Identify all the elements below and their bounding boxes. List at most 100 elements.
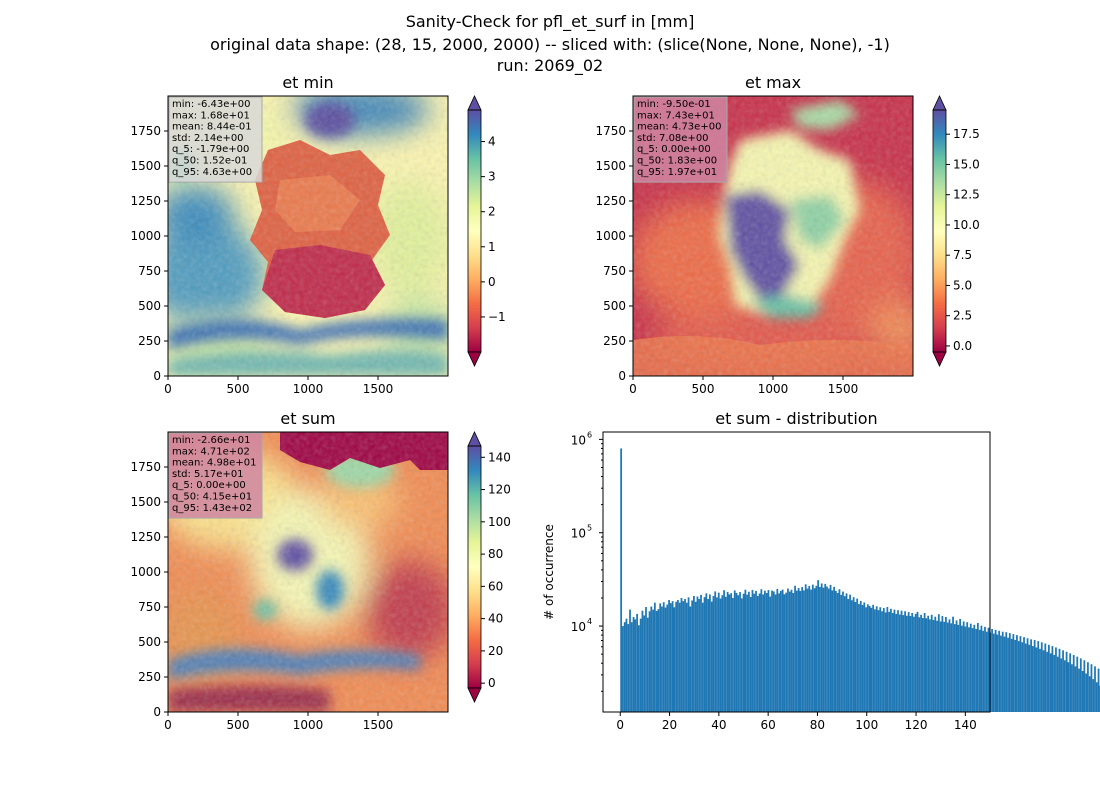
histogram-bar bbox=[668, 600, 670, 712]
histogram-bar bbox=[971, 628, 974, 712]
colorbar-tick-label: 20 bbox=[488, 644, 503, 658]
x-tick-label: 500 bbox=[227, 382, 250, 396]
histogram-bar bbox=[900, 610, 903, 712]
histogram-bar bbox=[739, 592, 741, 712]
histogram-bar bbox=[781, 589, 784, 712]
histogram-bar bbox=[891, 613, 894, 712]
x-tick-label: 500 bbox=[227, 718, 250, 732]
histogram-bar bbox=[783, 594, 786, 712]
histogram-bar bbox=[968, 627, 970, 712]
x-tick-label: 0 bbox=[616, 718, 624, 732]
histogram-bar bbox=[817, 580, 820, 712]
histogram-bar bbox=[622, 626, 624, 712]
y-tick-label: 500 bbox=[138, 635, 161, 649]
stats-line: q_5: -1.79e+00 bbox=[172, 144, 249, 155]
histogram-bar bbox=[682, 601, 685, 712]
histogram-bar bbox=[1039, 648, 1041, 712]
histogram-bar bbox=[923, 613, 926, 712]
histogram-frame bbox=[602, 431, 991, 713]
histogram-bar bbox=[932, 620, 935, 712]
histogram-bar bbox=[964, 626, 967, 712]
histogram-bar bbox=[865, 607, 867, 712]
histogram-bar bbox=[811, 584, 814, 712]
histogram-bar bbox=[1001, 631, 1004, 712]
stats-line: std: 2.14e+00 bbox=[172, 133, 244, 144]
histogram-bar bbox=[662, 602, 665, 712]
histogram-bar bbox=[913, 616, 915, 712]
histogram-bar bbox=[868, 606, 871, 712]
histogram-bar bbox=[787, 588, 789, 712]
y-tick-label-exponent: 5 bbox=[587, 524, 592, 533]
histogram-bar bbox=[772, 591, 775, 712]
histogram-bar bbox=[1033, 639, 1036, 712]
colorbar-extend-max bbox=[467, 431, 482, 447]
y-tick-label: 250 bbox=[603, 334, 626, 348]
histogram-bar bbox=[629, 609, 631, 712]
histogram-bar bbox=[872, 604, 875, 712]
histogram-bar bbox=[980, 625, 983, 712]
stats-box bbox=[633, 96, 728, 183]
y-tick-label: 250 bbox=[138, 670, 161, 684]
y-axis-label: # of occurrence bbox=[542, 524, 556, 620]
histogram-bar bbox=[1090, 664, 1093, 712]
stats-line: std: 7.08e+00 bbox=[637, 133, 709, 144]
histogram-bar bbox=[806, 588, 809, 712]
colorbar-tick-label: 0 bbox=[488, 275, 496, 289]
histogram-bar bbox=[1014, 639, 1017, 712]
colorbar-tick-label: 140 bbox=[488, 450, 511, 464]
histogram-bar bbox=[920, 614, 922, 712]
histogram-bar bbox=[641, 610, 644, 712]
histogram-bar bbox=[756, 595, 759, 712]
histogram-bar bbox=[898, 614, 901, 712]
histogram-bar bbox=[627, 624, 630, 712]
histogram-bar bbox=[1028, 644, 1031, 712]
histogram-bar bbox=[625, 618, 628, 712]
histogram-bar bbox=[1078, 668, 1080, 712]
histogram-bar bbox=[666, 604, 669, 712]
histogram-bars bbox=[620, 448, 1100, 712]
histogram-bar bbox=[1095, 682, 1098, 712]
histogram-bar bbox=[719, 598, 722, 712]
histogram-bar bbox=[987, 627, 990, 712]
x-tick-label: 1000 bbox=[293, 718, 324, 732]
histogram-bar bbox=[827, 588, 830, 712]
stats-line: min: -2.66e+01 bbox=[172, 435, 251, 446]
histogram-bar bbox=[934, 616, 937, 712]
histogram-bar bbox=[962, 621, 965, 712]
histogram-bar bbox=[847, 598, 850, 712]
histogram-bar bbox=[1071, 664, 1073, 712]
y-tick-label: 1000 bbox=[130, 565, 161, 579]
histogram-bar bbox=[984, 626, 986, 712]
histogram-bar bbox=[1072, 654, 1075, 712]
x-tick-label: 0 bbox=[164, 382, 172, 396]
stats-line: max: 7.43e+01 bbox=[637, 110, 715, 121]
histogram-bar bbox=[689, 606, 692, 712]
y-tick-label-exponent: 6 bbox=[587, 430, 592, 439]
suptitle-line-2: original data shape: (28, 15, 2000, 2000… bbox=[210, 35, 890, 54]
stats-line: mean: 4.98e+01 bbox=[172, 458, 256, 469]
histogram-bar bbox=[937, 614, 940, 712]
histogram-bar bbox=[874, 609, 876, 712]
y-tick-label: 1500 bbox=[595, 159, 626, 173]
histogram-bar bbox=[779, 590, 782, 712]
histogram-bar bbox=[1007, 637, 1009, 712]
x-tick-label: 1500 bbox=[363, 718, 394, 732]
histogram-bar bbox=[882, 608, 885, 712]
histogram-bar bbox=[833, 586, 836, 712]
stats-line: q_95: 1.97e+01 bbox=[637, 167, 717, 178]
histogram-bar bbox=[1058, 648, 1061, 712]
histogram-bar bbox=[939, 621, 942, 712]
histogram-bar bbox=[976, 622, 979, 712]
x-tick-label: 80 bbox=[810, 718, 825, 732]
histogram-bar bbox=[1087, 662, 1089, 712]
histogram-bar bbox=[705, 593, 708, 712]
histogram-bar bbox=[1003, 636, 1006, 712]
x-tick-label: 1000 bbox=[758, 382, 789, 396]
histogram-bar bbox=[884, 612, 887, 712]
histogram-bar bbox=[645, 607, 647, 712]
colorbar-tick-label: 80 bbox=[488, 547, 503, 561]
colorbar-frame bbox=[932, 109, 947, 353]
y-tick-label: 1750 bbox=[130, 124, 161, 138]
colorbar-tick-label: 3 bbox=[488, 170, 496, 184]
